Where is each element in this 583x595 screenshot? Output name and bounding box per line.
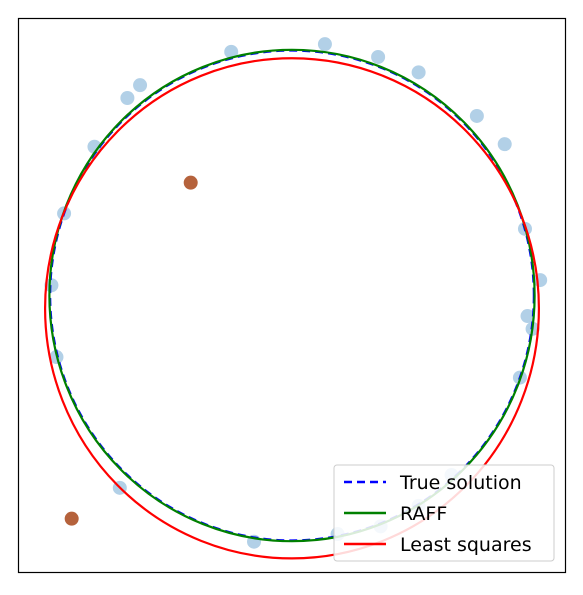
legend: True solution RAFF Least squares <box>333 464 555 562</box>
legend-label-true-solution: True solution <box>399 472 522 494</box>
outlier-point-1 <box>64 511 79 526</box>
inlier-point-12 <box>120 91 135 106</box>
inlier-point-3 <box>411 65 426 80</box>
outlier-point-0 <box>183 175 198 190</box>
legend-label-least-squares: Least squares <box>400 534 532 556</box>
circle-least-squares <box>43 57 541 560</box>
inlier-point-13 <box>87 139 102 154</box>
inlier-point-1 <box>317 37 332 52</box>
legend-label-raff: RAFF <box>400 503 447 525</box>
plot-frame <box>17 17 567 574</box>
inlier-point-0 <box>224 44 239 59</box>
inlier-point-2 <box>371 49 386 64</box>
circle-raff <box>48 48 536 543</box>
inlier-point-5 <box>497 137 512 152</box>
inlier-point-9 <box>520 309 535 324</box>
inlier-point-11 <box>133 78 148 93</box>
legend-box <box>333 464 555 562</box>
inlier-point-4 <box>469 108 484 123</box>
